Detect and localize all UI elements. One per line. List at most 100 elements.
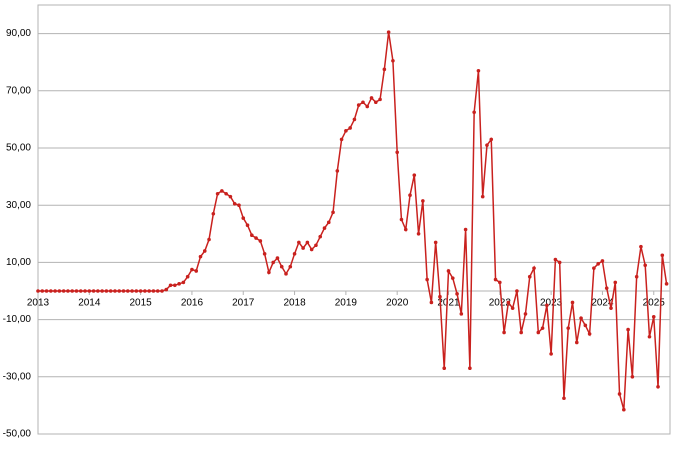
point	[211, 211, 216, 216]
point	[326, 220, 331, 225]
point	[168, 283, 173, 288]
point	[301, 246, 305, 250]
point	[643, 263, 647, 268]
point	[630, 375, 635, 379]
point	[510, 306, 515, 310]
x-tick-label: 2017	[232, 298, 255, 309]
point	[651, 314, 656, 319]
point	[91, 289, 96, 293]
x-tick-label: 2015	[130, 298, 153, 309]
point	[121, 289, 126, 293]
y-tick-label: -10,00	[3, 314, 32, 325]
point	[523, 312, 528, 316]
point	[395, 150, 399, 155]
point	[245, 223, 250, 228]
point	[57, 289, 62, 293]
point	[198, 254, 203, 259]
point	[61, 289, 66, 293]
point	[151, 289, 156, 293]
point	[237, 203, 241, 207]
point	[134, 289, 139, 293]
x-tick-label: 2014	[78, 298, 101, 309]
point	[284, 272, 288, 276]
point	[36, 289, 40, 293]
point	[53, 289, 57, 293]
point	[322, 226, 327, 230]
point	[173, 283, 177, 288]
point	[96, 289, 100, 293]
point	[74, 289, 79, 293]
point	[331, 210, 335, 215]
point	[267, 270, 271, 275]
point	[545, 303, 549, 308]
point	[429, 300, 434, 305]
point	[83, 289, 87, 293]
point	[604, 286, 609, 290]
point	[579, 316, 583, 320]
point	[583, 323, 588, 328]
point	[502, 330, 506, 335]
point	[626, 327, 630, 332]
point	[113, 289, 117, 293]
point	[224, 191, 228, 196]
point	[49, 289, 53, 293]
point	[250, 233, 254, 238]
point	[262, 252, 267, 256]
point	[386, 30, 391, 34]
point	[656, 385, 660, 389]
point	[365, 104, 370, 109]
y-tick-label: 70,00	[6, 85, 31, 96]
y-tick-label: -50,00	[3, 429, 32, 440]
point	[185, 274, 190, 279]
x-tick-label: 2021	[437, 298, 460, 309]
point	[155, 289, 160, 293]
point	[468, 366, 472, 371]
point	[305, 240, 310, 245]
point	[519, 330, 523, 335]
x-tick-label: 2024	[591, 298, 614, 309]
point	[438, 294, 442, 299]
point	[297, 240, 301, 245]
x-tick-label: 2013	[27, 298, 50, 309]
x-tick-label: 2016	[181, 298, 204, 309]
point	[412, 173, 417, 177]
point	[374, 100, 378, 105]
point	[664, 282, 669, 286]
point	[314, 243, 318, 248]
point	[553, 257, 558, 262]
point	[609, 306, 613, 310]
x-tick-label: 2018	[283, 298, 306, 309]
y-tick-label: -30,00	[3, 371, 32, 382]
point	[220, 189, 224, 193]
point	[108, 289, 113, 293]
point	[433, 240, 438, 245]
point	[177, 282, 181, 286]
point	[391, 58, 395, 63]
point	[352, 117, 357, 122]
point	[596, 262, 600, 266]
point	[339, 137, 344, 142]
point	[100, 289, 104, 293]
point	[416, 232, 421, 236]
point	[78, 289, 83, 293]
point	[622, 407, 626, 412]
point	[399, 217, 404, 222]
point	[450, 276, 455, 280]
plot-area	[37, 4, 671, 435]
point	[275, 256, 280, 260]
point	[66, 289, 70, 293]
point	[143, 289, 147, 293]
point	[318, 234, 323, 239]
point	[574, 340, 579, 345]
point	[480, 194, 485, 199]
point	[472, 110, 476, 115]
point	[527, 274, 532, 279]
point	[421, 199, 425, 203]
y-tick-label: 10,00	[6, 257, 31, 268]
point	[288, 264, 293, 269]
point	[403, 227, 408, 232]
series-line	[38, 32, 668, 410]
x-tick-label: 2019	[335, 298, 358, 309]
